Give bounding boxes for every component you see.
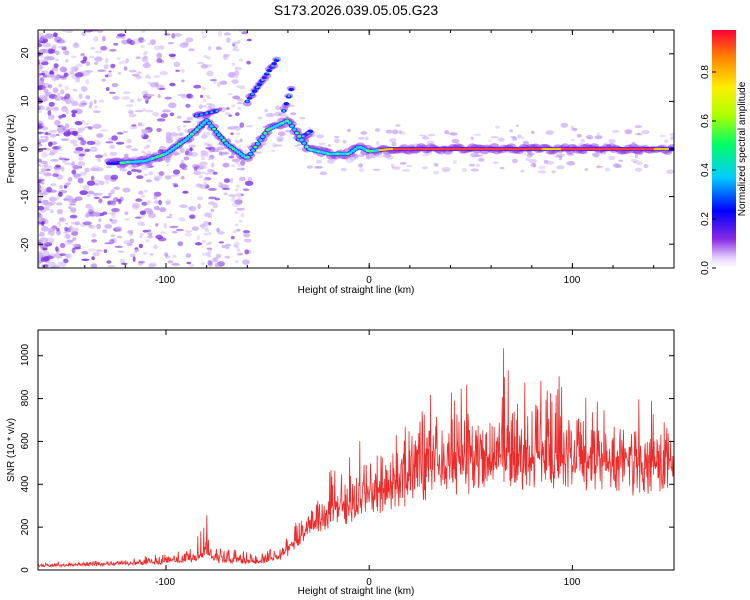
snr-ytick-1000: 1000	[20, 343, 31, 366]
snr-panel: -100 0 100 0 200 400 600 800 1000 Height…	[6, 329, 675, 597]
spec-ytick-neg10: -10	[20, 189, 31, 204]
snr-xtick-0: 0	[366, 577, 372, 588]
snr-series-line	[38, 348, 674, 569]
snr-ylabel: SNR (10 * v/v)	[6, 418, 17, 482]
spec-ylabel: Frequency (Hz)	[6, 115, 17, 184]
spectrogram-noise	[38, 30, 674, 268]
snr-frame	[37, 329, 675, 571]
colorbar-tick-4: 0.8	[700, 65, 711, 79]
snr-ticks	[38, 330, 674, 571]
spectrogram-ticks	[38, 30, 674, 268]
figure-title: S173.2026.039.05.05.G23	[274, 2, 438, 18]
spectrogram-ridge	[104, 56, 674, 169]
snr-ytick-0: 0	[20, 567, 31, 573]
colorbar-gradient	[712, 30, 736, 268]
spec-xtick-0: 0	[366, 275, 372, 286]
colorbar-tick-0: 0.0	[700, 261, 711, 275]
spec-ytick-neg20: -20	[20, 237, 31, 252]
colorbar-label: Normalized spectral amplitude	[737, 81, 748, 216]
snr-ytick-600: 600	[20, 432, 31, 449]
colorbar: 0.0 0.2 0.4 0.6 0.8 Normalized spectral …	[700, 30, 748, 275]
colorbar-tick-3: 0.6	[700, 114, 711, 128]
spectrogram-image	[38, 30, 674, 268]
spec-xlabel: Height of straight line (km)	[298, 285, 415, 296]
spec-xtick-100: 100	[564, 275, 581, 286]
spec-ytick-20: 20	[20, 47, 31, 59]
snr-ytick-800: 800	[20, 389, 31, 406]
colorbar-ticks	[712, 71, 716, 269]
snr-xtick-neg100: -100	[155, 577, 175, 588]
snr-ytick-200: 200	[20, 518, 31, 535]
colorbar-tick-2: 0.4	[700, 163, 711, 177]
snr-xtick-100: 100	[564, 577, 581, 588]
snr-xlabel: Height of straight line (km)	[298, 586, 415, 597]
spectrogram-panel: -100 0 100 -20 -10 0 10 20 Height of str…	[6, 29, 675, 296]
spec-ytick-10: 10	[20, 95, 31, 107]
spec-xtick-neg100: -100	[155, 275, 175, 286]
spec-ytick-0: 0	[20, 146, 31, 152]
snr-ytick-400: 400	[20, 475, 31, 492]
colorbar-tick-1: 0.2	[700, 212, 711, 226]
